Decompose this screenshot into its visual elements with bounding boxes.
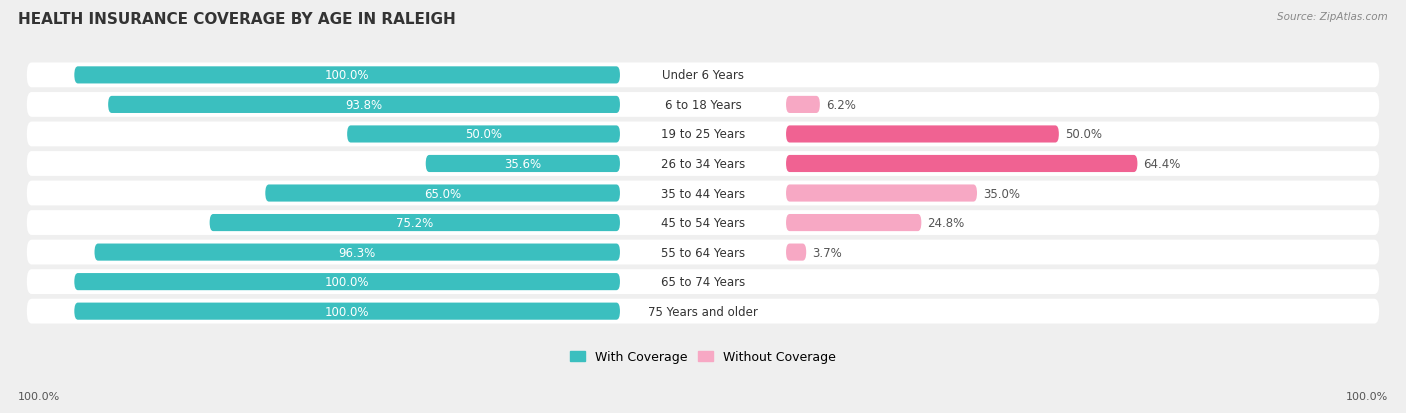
FancyBboxPatch shape <box>786 126 1059 143</box>
Text: 100.0%: 100.0% <box>325 69 370 82</box>
Text: HEALTH INSURANCE COVERAGE BY AGE IN RALEIGH: HEALTH INSURANCE COVERAGE BY AGE IN RALE… <box>18 12 456 27</box>
FancyBboxPatch shape <box>27 181 1379 206</box>
Text: 35.0%: 35.0% <box>983 187 1019 200</box>
Text: 35 to 44 Years: 35 to 44 Years <box>661 187 745 200</box>
Text: 100.0%: 100.0% <box>1346 391 1388 401</box>
Text: 65 to 74 Years: 65 to 74 Years <box>661 275 745 288</box>
FancyBboxPatch shape <box>27 152 1379 176</box>
FancyBboxPatch shape <box>27 240 1379 265</box>
FancyBboxPatch shape <box>209 214 620 232</box>
Text: 19 to 25 Years: 19 to 25 Years <box>661 128 745 141</box>
FancyBboxPatch shape <box>786 214 921 232</box>
FancyBboxPatch shape <box>786 185 977 202</box>
Text: 26 to 34 Years: 26 to 34 Years <box>661 158 745 171</box>
FancyBboxPatch shape <box>27 211 1379 235</box>
FancyBboxPatch shape <box>27 63 1379 88</box>
Text: 50.0%: 50.0% <box>465 128 502 141</box>
Text: 6.2%: 6.2% <box>825 99 856 112</box>
FancyBboxPatch shape <box>94 244 620 261</box>
Text: Under 6 Years: Under 6 Years <box>662 69 744 82</box>
FancyBboxPatch shape <box>786 97 820 114</box>
Text: 75.2%: 75.2% <box>396 216 433 230</box>
Text: 100.0%: 100.0% <box>325 275 370 288</box>
Text: Source: ZipAtlas.com: Source: ZipAtlas.com <box>1277 12 1388 22</box>
FancyBboxPatch shape <box>266 185 620 202</box>
Text: 45 to 54 Years: 45 to 54 Years <box>661 216 745 230</box>
Legend: With Coverage, Without Coverage: With Coverage, Without Coverage <box>565 345 841 368</box>
FancyBboxPatch shape <box>75 273 620 290</box>
Text: 64.4%: 64.4% <box>1143 158 1181 171</box>
Text: 100.0%: 100.0% <box>325 305 370 318</box>
FancyBboxPatch shape <box>27 122 1379 147</box>
FancyBboxPatch shape <box>108 97 620 114</box>
FancyBboxPatch shape <box>75 303 620 320</box>
FancyBboxPatch shape <box>786 156 1137 173</box>
Text: 6 to 18 Years: 6 to 18 Years <box>665 99 741 112</box>
Text: 96.3%: 96.3% <box>339 246 375 259</box>
Text: 93.8%: 93.8% <box>346 99 382 112</box>
Text: 50.0%: 50.0% <box>1064 128 1102 141</box>
Text: 65.0%: 65.0% <box>425 187 461 200</box>
FancyBboxPatch shape <box>27 93 1379 118</box>
FancyBboxPatch shape <box>426 156 620 173</box>
FancyBboxPatch shape <box>27 299 1379 324</box>
FancyBboxPatch shape <box>786 244 806 261</box>
FancyBboxPatch shape <box>347 126 620 143</box>
Text: 3.7%: 3.7% <box>813 246 842 259</box>
Text: 24.8%: 24.8% <box>928 216 965 230</box>
Text: 100.0%: 100.0% <box>18 391 60 401</box>
Text: 55 to 64 Years: 55 to 64 Years <box>661 246 745 259</box>
Text: 35.6%: 35.6% <box>505 158 541 171</box>
FancyBboxPatch shape <box>27 270 1379 294</box>
Text: 75 Years and older: 75 Years and older <box>648 305 758 318</box>
FancyBboxPatch shape <box>75 67 620 84</box>
